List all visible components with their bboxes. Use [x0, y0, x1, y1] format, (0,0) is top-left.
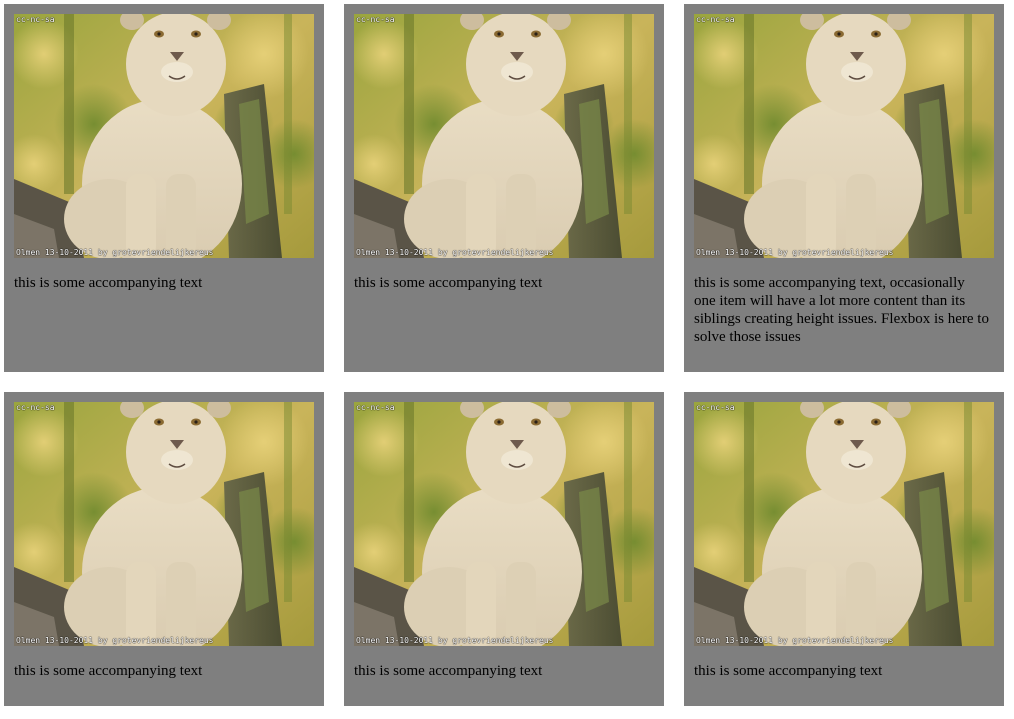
license-label: cc-nc-sa: [696, 15, 735, 24]
photo-credit: Olmen 13-10-2011 by grotevriendelijkereu…: [696, 248, 894, 257]
lion-photo: cc-nc-sa Olmen 13-10-2011 by grotevriend…: [354, 14, 654, 258]
photo-credit: Olmen 13-10-2011 by grotevriendelijkereu…: [356, 248, 554, 257]
license-label: cc-nc-sa: [356, 15, 395, 24]
lion-photo: cc-nc-sa Olmen 13-10-2011 by grotevriend…: [14, 402, 314, 646]
license-label: cc-nc-sa: [16, 403, 55, 412]
photo-credit: Olmen 13-10-2011 by grotevriendelijkereu…: [696, 636, 894, 645]
card-caption: this is some accompanying text: [354, 663, 543, 679]
card-caption: this is some accompanying text: [354, 275, 543, 291]
card-1: cc-nc-sa Olmen 13-10-2011 by grotevriend…: [4, 4, 324, 372]
card-5: cc-nc-sa Olmen 13-10-2011 by grotevriend…: [344, 392, 664, 706]
card-caption: this is some accompanying text: [694, 663, 883, 679]
lion-photo-image: [14, 14, 314, 258]
license-label: cc-nc-sa: [356, 403, 395, 412]
photo-credit: Olmen 13-10-2011 by grotevriendelijkereu…: [356, 636, 554, 645]
license-label: cc-nc-sa: [16, 15, 55, 24]
license-label: cc-nc-sa: [696, 403, 735, 412]
lion-photo-image: [354, 402, 654, 646]
lion-photo-image: [694, 402, 994, 646]
card-caption: this is some accompanying text: [14, 663, 203, 679]
lion-photo-image: [14, 402, 314, 646]
card-2: cc-nc-sa Olmen 13-10-2011 by grotevriend…: [344, 4, 664, 372]
card-3: cc-nc-sa Olmen 13-10-2011 by grotevriend…: [684, 4, 1004, 372]
card-caption: this is some accompanying text: [14, 275, 203, 291]
lion-photo: cc-nc-sa Olmen 13-10-2011 by grotevriend…: [354, 402, 654, 646]
card-caption: this is some accompanying text, occasion…: [694, 275, 989, 345]
card-6: cc-nc-sa Olmen 13-10-2011 by grotevriend…: [684, 392, 1004, 706]
lion-photo: cc-nc-sa Olmen 13-10-2011 by grotevriend…: [14, 14, 314, 258]
card-4: cc-nc-sa Olmen 13-10-2011 by grotevriend…: [4, 392, 324, 706]
photo-credit: Olmen 13-10-2011 by grotevriendelijkereu…: [16, 248, 214, 257]
lion-photo: cc-nc-sa Olmen 13-10-2011 by grotevriend…: [694, 14, 994, 258]
lion-photo: cc-nc-sa Olmen 13-10-2011 by grotevriend…: [694, 402, 994, 646]
lion-photo-image: [354, 14, 654, 258]
photo-credit: Olmen 13-10-2011 by grotevriendelijkereu…: [16, 636, 214, 645]
lion-photo-image: [694, 14, 994, 258]
